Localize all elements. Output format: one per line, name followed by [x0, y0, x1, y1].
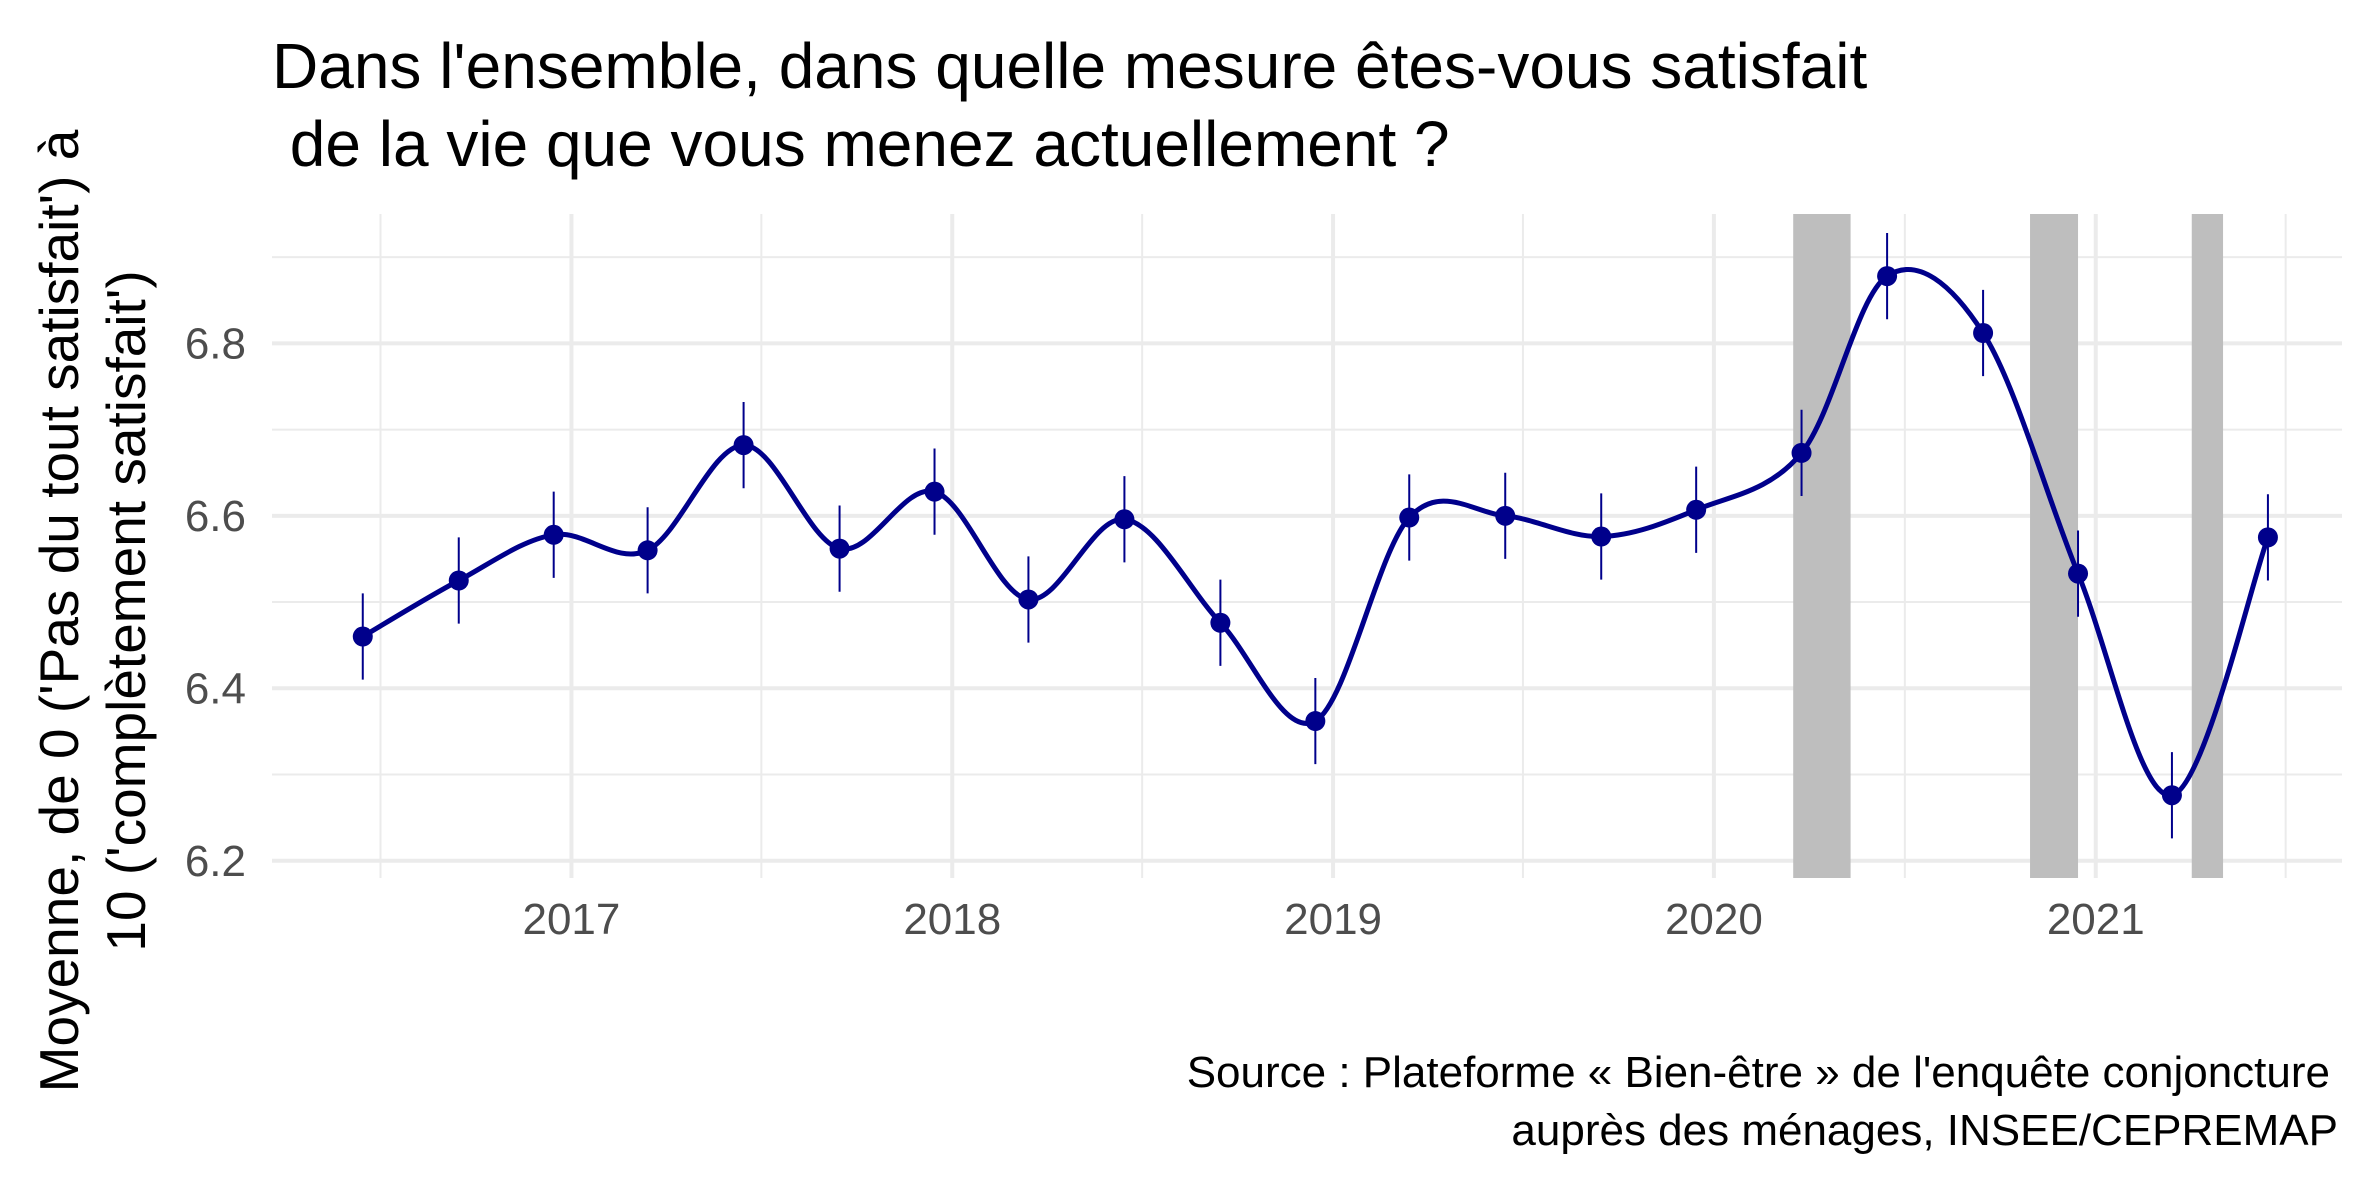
shaded-period [1793, 214, 1851, 878]
x-tick-label: 2019 [1284, 895, 1382, 944]
data-point [2161, 785, 2182, 806]
major-gridlines [272, 214, 2342, 878]
data-point [1791, 442, 1812, 463]
y-axis-label: Moyenne, de 0 ('Pas du tout satisfait') … [28, 129, 157, 1092]
data-point [1877, 266, 1898, 287]
data-point [1305, 711, 1326, 732]
data-point [1686, 499, 1707, 520]
caption-line-2: auprès des ménages, INSEE/CEPREMAP [1511, 1106, 2338, 1155]
minor-gridlines [272, 214, 2342, 878]
x-tick-label: 2021 [2047, 895, 2145, 944]
data-point [448, 570, 469, 591]
series-lines [361, 267, 2271, 798]
series-line [361, 267, 2271, 798]
x-tick-label: 2018 [903, 895, 1001, 944]
source-caption: Source : Plateforme « Bien-être » de l'e… [1187, 1048, 2338, 1155]
title-line-1: Dans l'ensemble, dans quelle mesure êtes… [272, 30, 1867, 102]
y-tick-label: 6.4 [185, 664, 246, 713]
y-tick-label: 6.2 [185, 837, 246, 886]
data-point [924, 481, 945, 502]
shaded-period [2030, 214, 2079, 878]
y-axis-ticks: 6.2 6.4 6.6 6.8 [185, 319, 246, 885]
shaded-periods [1793, 214, 2224, 878]
y-tick-label: 6.6 [185, 492, 246, 541]
data-point [2257, 527, 2278, 548]
y-tick-label: 6.8 [185, 319, 246, 368]
data-point [829, 538, 850, 559]
data-point [1114, 509, 1135, 530]
x-tick-label: 2020 [1665, 895, 1763, 944]
data-point [1399, 507, 1420, 528]
data-point [1495, 505, 1516, 526]
x-axis-ticks: 2017 2018 2019 2020 2021 [522, 895, 2144, 944]
data-point [352, 626, 373, 647]
data-point [543, 524, 564, 545]
x-tick-label: 2017 [522, 895, 620, 944]
data-point [2068, 563, 2089, 584]
data-point [1591, 526, 1612, 547]
data-point [1210, 612, 1231, 633]
chart-title: Dans l'ensemble, dans quelle mesure êtes… [272, 30, 1867, 180]
caption-line-1: Source : Plateforme « Bien-être » de l'e… [1187, 1048, 2330, 1097]
y-axis-label-line-2: 10 ('complètement satisfait') [95, 270, 157, 951]
y-axis-label-line-1: Moyenne, de 0 ('Pas du tout satisfait') … [28, 129, 90, 1092]
data-point [733, 435, 754, 456]
title-line-2: de la vie que vous menez actuellement ? [272, 108, 1450, 180]
shaded-period [2191, 214, 2224, 878]
series-points [352, 266, 2278, 806]
data-point [1018, 589, 1039, 610]
data-point [1973, 323, 1994, 344]
data-point [637, 540, 658, 561]
